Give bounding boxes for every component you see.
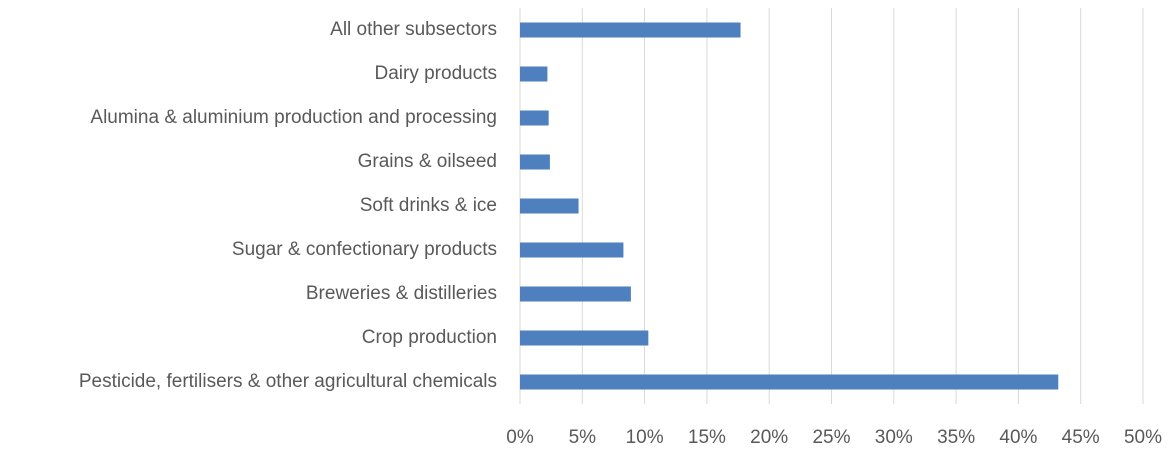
x-tick-label: 5% [569,427,597,448]
y-tick-label: Dairy products [375,63,498,84]
x-tick-label: 20% [750,427,788,448]
bar [520,330,649,346]
x-tick-label: 35% [937,427,975,448]
x-tick-label: 30% [875,427,913,448]
x-tick-label: 50% [1124,427,1162,448]
y-tick-label: All other subsectors [330,19,497,40]
y-tick-label: Sugar & confectionary products [232,239,497,260]
bar [520,66,548,82]
bar [520,286,631,302]
x-tick-label: 25% [812,427,850,448]
y-tick-label: Pesticide, fertilisers & other agricultu… [79,371,497,392]
x-tick-label: 45% [1062,427,1100,448]
bar [520,198,579,214]
x-tick-label: 40% [999,427,1037,448]
y-tick-label: Alumina & aluminium production and proce… [90,107,497,128]
x-tick-label: 0% [506,427,534,448]
y-tick-label: Grains & oilseed [358,151,497,172]
y-tick-label: Crop production [362,327,497,348]
y-tick-label: Breweries & distilleries [306,283,497,304]
bar [520,242,624,258]
bar [520,374,1059,390]
y-tick-label: Soft drinks & ice [360,195,497,216]
x-tick-label: 15% [688,427,726,448]
bar [520,110,549,126]
bar [520,22,741,38]
bar [520,154,550,170]
x-tick-label: 10% [626,427,664,448]
